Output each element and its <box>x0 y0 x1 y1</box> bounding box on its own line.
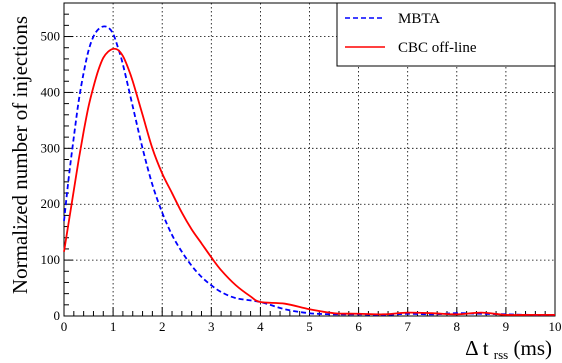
series-line-mbta <box>63 25 556 316</box>
x-axis-title-unit: (ms) <box>514 336 553 360</box>
y-tick-label: 300 <box>41 140 61 155</box>
y-tick-label: 400 <box>41 84 61 99</box>
y-tick-label: 500 <box>41 29 61 44</box>
legend: MBTA CBC off-line <box>336 2 556 67</box>
x-axis-title-sub: rss <box>494 347 508 362</box>
x-tick-label: 3 <box>208 319 215 334</box>
x-axis-title: Δ t rss (ms) <box>465 336 552 363</box>
x-tick-label: 9 <box>503 319 510 334</box>
legend-box <box>336 2 556 67</box>
legend-label-mbta: MBTA <box>398 11 440 27</box>
x-tick-label: 5 <box>306 319 313 334</box>
y-tick-label: 100 <box>41 252 61 267</box>
x-axis-title-main: Δ t <box>465 336 489 360</box>
x-tick-label: 4 <box>257 319 264 334</box>
series-layer <box>63 25 556 316</box>
x-tick-label: 7 <box>404 319 411 334</box>
x-tick-label: 0 <box>61 319 68 334</box>
y-tick-label: 200 <box>41 196 61 211</box>
legend-label-cbc: CBC off-line <box>398 40 477 56</box>
x-tick-label: 1 <box>110 319 117 334</box>
series-line-cbc-offline <box>63 47 555 316</box>
y-tick-label: 0 <box>54 308 61 323</box>
x-tick-label: 2 <box>159 319 166 334</box>
x-tick-label: 8 <box>454 319 461 334</box>
y-axis-title: Normalized number of injections <box>8 16 32 294</box>
x-tick-label: 10 <box>549 319 562 334</box>
x-tick-label: 6 <box>355 319 362 334</box>
